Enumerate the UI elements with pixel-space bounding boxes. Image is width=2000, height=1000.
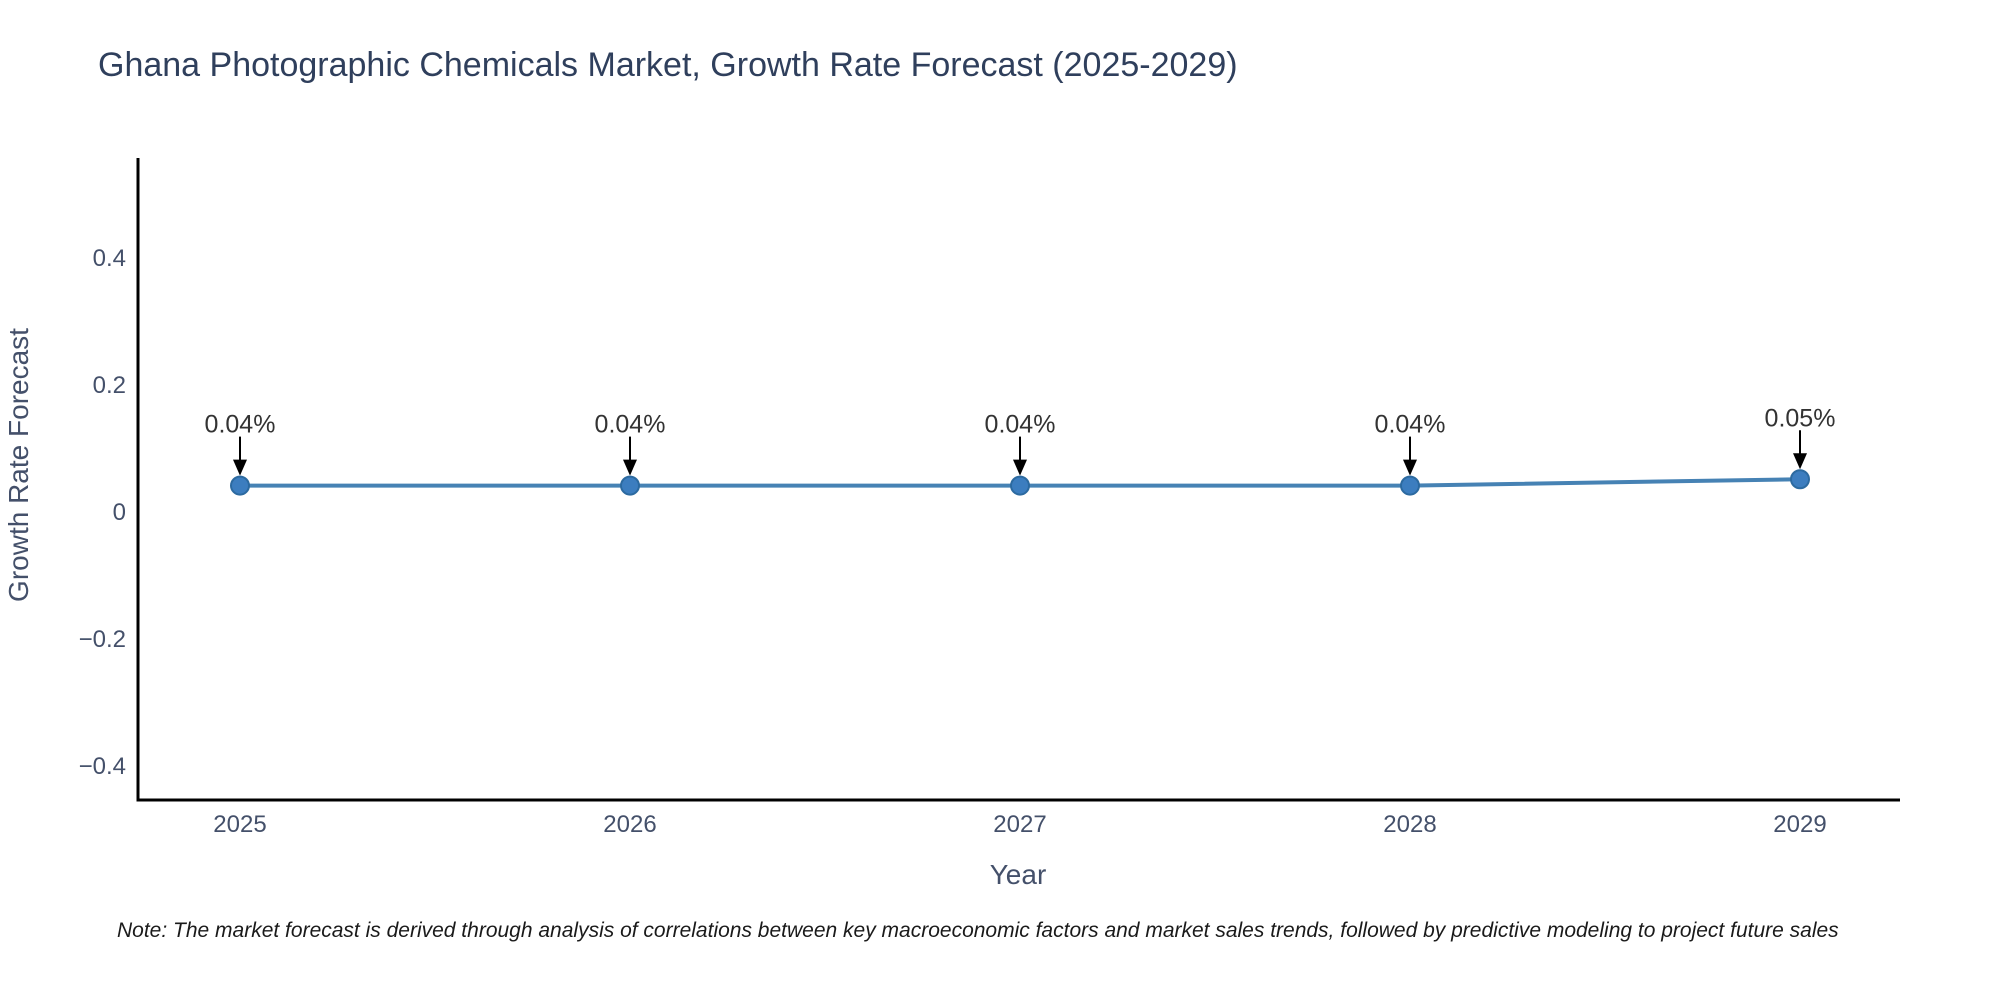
chart-title: Ghana Photographic Chemicals Market, Gro…: [98, 46, 1238, 84]
point-label: 0.04%: [205, 411, 276, 439]
annotation-arrowhead-icon: [233, 459, 247, 476]
x-tick-label: 2025: [213, 811, 266, 838]
annotation-arrowhead-icon: [1793, 453, 1807, 470]
data-point: [230, 475, 250, 496]
x-tick-label: 2028: [1383, 811, 1436, 838]
point-label: 0.04%: [1375, 411, 1446, 439]
x-tick-label: 2029: [1773, 811, 1826, 838]
point-label: 0.04%: [985, 411, 1056, 439]
y-axis-title: Growth Rate Forecast: [3, 328, 34, 602]
footnote: Note: The market forecast is derived thr…: [117, 919, 1839, 942]
y-tick-label: 0: [113, 499, 126, 526]
data-point: [620, 475, 640, 496]
x-tick-label: 2026: [603, 811, 656, 838]
annotation-arrowhead-icon: [1403, 459, 1417, 476]
annotation-arrowhead-icon: [1013, 459, 1027, 476]
data-point: [1010, 475, 1030, 496]
y-tick-label: −0.4: [79, 753, 126, 780]
data-point: [1790, 469, 1810, 490]
data-point: [1400, 475, 1420, 496]
y-tick-label: 0.4: [93, 245, 126, 272]
y-tick-label: 0.2: [93, 372, 126, 399]
x-axis-title: Year: [990, 859, 1047, 890]
point-label: 0.04%: [595, 411, 666, 439]
annotation-arrowhead-icon: [623, 459, 637, 476]
point-label: 0.05%: [1765, 404, 1836, 432]
x-tick-label: 2027: [993, 811, 1046, 838]
y-tick-label: −0.2: [79, 626, 126, 653]
